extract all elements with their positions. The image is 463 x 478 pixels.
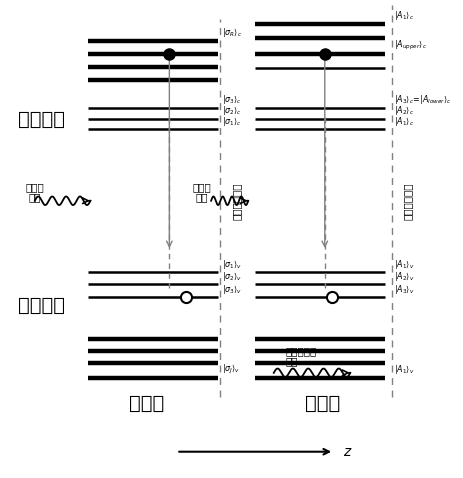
Text: $|\sigma_2\rangle_v$: $|\sigma_2\rangle_v$ (222, 270, 242, 283)
Text: $|A_2\rangle_c$: $|A_2\rangle_c$ (393, 104, 413, 117)
Text: $|\sigma_3\rangle_v$: $|\sigma_3\rangle_v$ (222, 283, 242, 296)
Text: 注入区: 注入区 (128, 394, 163, 413)
Text: 导带能级: 导带能级 (18, 110, 65, 129)
Text: $|A_{upper}\rangle_c$: $|A_{upper}\rangle_c$ (393, 39, 426, 52)
Text: 激光红外光: 激光红外光 (285, 347, 316, 356)
Text: $|A_1\rangle_c$: $|A_1\rangle_c$ (393, 115, 413, 128)
Text: $|A_1\rangle_v$: $|A_1\rangle_v$ (393, 363, 413, 376)
Text: 带间光学跃迁: 带间光学跃迁 (232, 182, 242, 219)
Text: $|\sigma_R\rangle_c$: $|\sigma_R\rangle_c$ (222, 26, 242, 39)
Text: 光子: 光子 (195, 192, 207, 202)
Text: $|\sigma_1\rangle_v$: $|\sigma_1\rangle_v$ (222, 258, 242, 271)
Text: 价带能级: 价带能级 (18, 296, 65, 315)
Text: $|A_1\rangle_v$: $|A_1\rangle_v$ (393, 258, 413, 271)
Text: 带间光学跃迁: 带间光学跃迁 (401, 182, 412, 219)
Text: $|\sigma_2\rangle_c$: $|\sigma_2\rangle_c$ (222, 104, 242, 117)
Text: $|\sigma_J\rangle_v$: $|\sigma_J\rangle_v$ (222, 363, 240, 376)
Text: $|A_3\rangle_c\!=\!|A_{lower}\rangle_c$: $|A_3\rangle_c\!=\!|A_{lower}\rangle_c$ (393, 93, 450, 106)
Text: 光子: 光子 (285, 356, 297, 366)
Text: $|A_3\rangle_v$: $|A_3\rangle_v$ (393, 283, 413, 296)
Text: $|\sigma_1\rangle_c$: $|\sigma_1\rangle_c$ (222, 115, 242, 128)
Text: $|A_2\rangle_v$: $|A_2\rangle_v$ (393, 270, 413, 283)
Text: 光子: 光子 (29, 192, 41, 202)
Text: 有源区: 有源区 (304, 394, 339, 413)
Text: 调制光: 调制光 (25, 183, 44, 192)
Text: $|\sigma_3\rangle_c$: $|\sigma_3\rangle_c$ (222, 93, 242, 106)
Text: $|A_1\rangle_c$: $|A_1\rangle_c$ (393, 9, 413, 22)
Text: z: z (343, 445, 350, 459)
Text: 调制光: 调制光 (192, 183, 211, 192)
